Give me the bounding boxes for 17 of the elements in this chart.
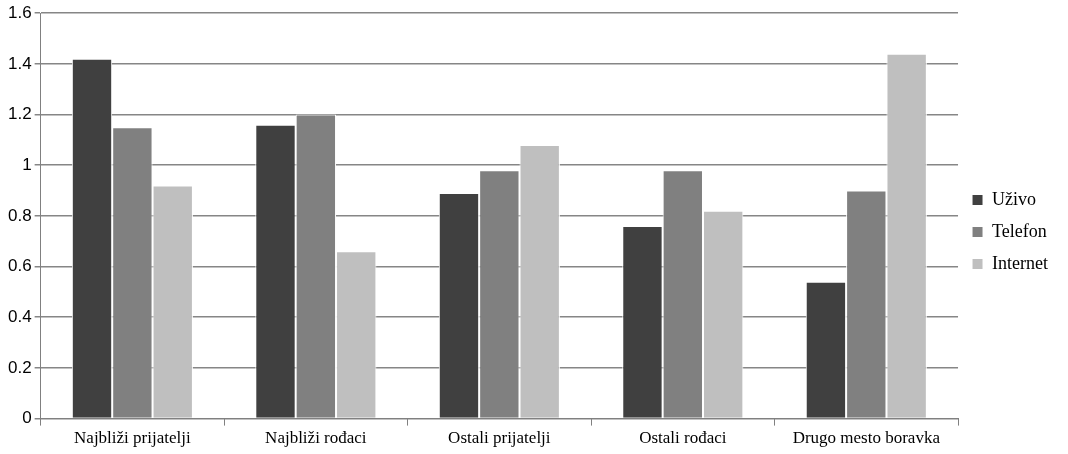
y-tick-label: 0.8: [7, 205, 32, 225]
x-tick-label: Drugo mesto boravka: [792, 428, 941, 448]
x-tick-label: Najbliži prijatelji: [74, 428, 191, 448]
y-tick-label: 0.2: [7, 357, 32, 377]
legend-label: Internet: [992, 252, 1048, 273]
y-tick-label: 0: [22, 408, 32, 428]
y-tick-label: 1.4: [7, 53, 32, 73]
y-tick-label: 0.6: [7, 256, 32, 276]
y-tick-label: 1.2: [7, 104, 32, 124]
legend-label: Uživo: [992, 188, 1037, 209]
y-tick-label: 1.6: [7, 2, 32, 22]
x-tick-label: Ostali rođaci: [639, 428, 727, 448]
x-tick-label: Ostali prijatelji: [448, 428, 551, 448]
x-tick-label: Najbliži rođaci: [265, 428, 367, 448]
legend-label: Telefon: [992, 220, 1047, 241]
y-tick-label: 1: [22, 154, 32, 174]
y-tick-label: 0.4: [7, 306, 32, 326]
